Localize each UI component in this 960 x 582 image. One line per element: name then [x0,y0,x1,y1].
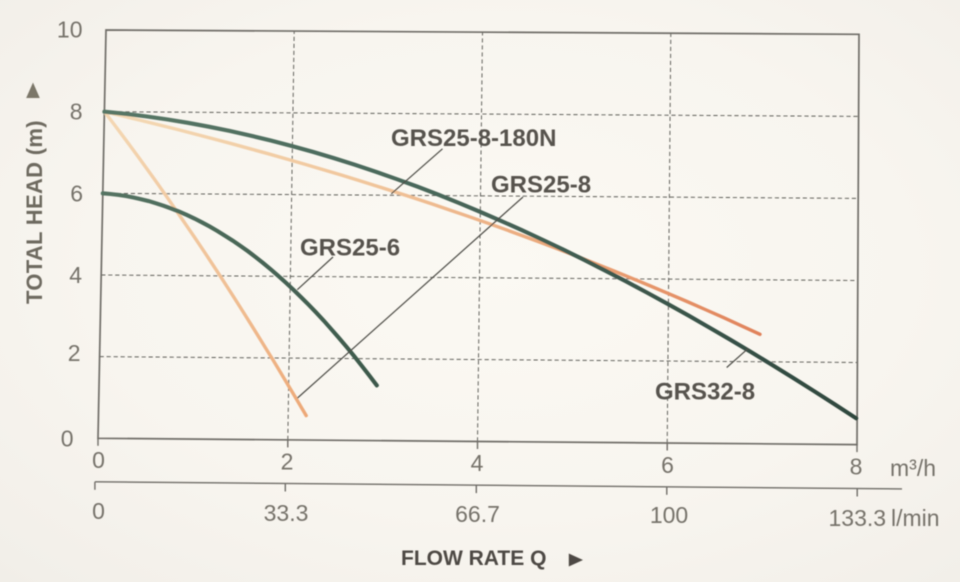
svg-text:GRS25-8: GRS25-8 [491,172,591,199]
svg-text:GRS32-8: GRS32-8 [655,379,755,406]
svg-text:GRS25-6: GRS25-6 [300,235,400,262]
svg-text:133.3: 133.3 [829,505,887,531]
svg-text:8: 8 [850,454,863,480]
svg-text:GRS25-8-180N: GRS25-8-180N [391,125,556,152]
svg-text:2: 2 [68,340,81,366]
svg-text:TOTAL HEAD (m): TOTAL HEAD (m) [22,120,47,304]
svg-text:l/min: l/min [891,505,940,531]
svg-text:33.3: 33.3 [264,500,309,526]
svg-text:2: 2 [281,449,294,475]
svg-text:0: 0 [92,498,105,524]
svg-text:6: 6 [661,452,674,478]
svg-text:100: 100 [650,502,688,528]
svg-text:6: 6 [70,180,83,206]
svg-text:FLOW RATE Q: FLOW RATE Q [401,547,546,570]
svg-text:66.7: 66.7 [455,501,500,527]
svg-text:8: 8 [70,99,83,125]
svg-text:0: 0 [92,447,105,473]
svg-text:4: 4 [471,450,484,476]
svg-text:m³/h: m³/h [890,455,936,481]
svg-text:0: 0 [61,425,74,451]
svg-text:4: 4 [69,262,82,288]
svg-text:10: 10 [57,17,83,43]
